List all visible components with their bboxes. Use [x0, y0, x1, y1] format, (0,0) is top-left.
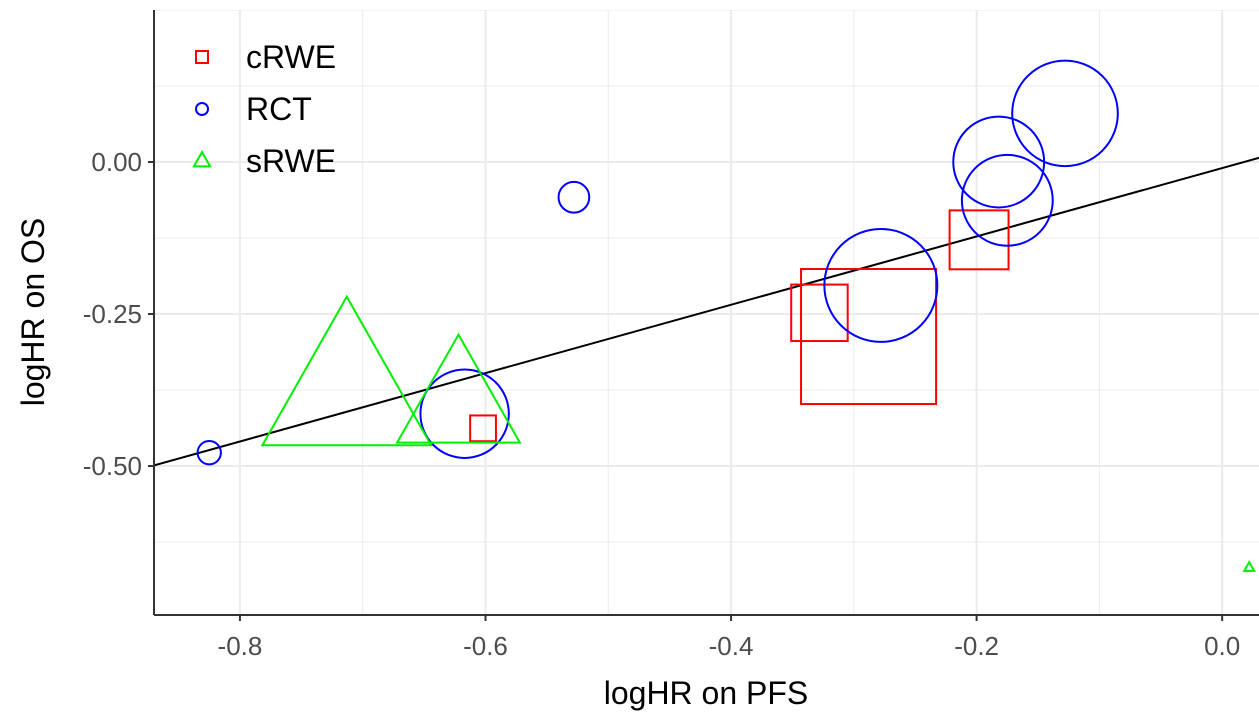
x-tick-label: 0.0 [1204, 631, 1240, 661]
x-tick-label: -0.8 [218, 631, 263, 661]
gridlines [154, 10, 1259, 615]
srwe-point [260, 294, 433, 447]
legend-label-crwe: cRWE [246, 39, 336, 75]
legend-symbol-rct [195, 102, 209, 116]
crwe-point [790, 283, 849, 343]
legend-label-srwe: sRWE [246, 143, 336, 179]
x-tick-label: -0.2 [954, 631, 999, 661]
legend-key-srwe [192, 150, 212, 168]
rct-point [1011, 59, 1119, 168]
y-tick-label: 0.00 [91, 147, 142, 177]
legend-label-rct: RCT [246, 91, 312, 127]
legend-symbol-srwe [192, 150, 212, 168]
rct-point [960, 153, 1054, 247]
y-tick-label: -0.25 [83, 299, 142, 329]
tick-labels: -0.8 -0.6 -0.4 -0.2 0.0 0.00 -0.25 -0.50 [83, 147, 1241, 661]
rct-point [952, 115, 1046, 209]
legend: cRWE RCT sRWE [192, 39, 336, 179]
x-tick-label: -0.6 [463, 631, 508, 661]
y-axis-title: logHR on OS [15, 218, 51, 407]
axes [153, 10, 1259, 616]
rct-point [419, 368, 510, 459]
legend-key-rct [195, 102, 209, 116]
legend-symbol-crwe [195, 50, 209, 64]
y-tick-label: -0.50 [83, 451, 142, 481]
rct-point [557, 180, 591, 214]
x-axis-title: logHR on PFS [604, 675, 809, 711]
srwe-point [395, 332, 522, 444]
regression-line [154, 156, 1259, 467]
points-layer [196, 59, 1256, 572]
legend-key-crwe [195, 50, 209, 64]
crwe-point [800, 267, 938, 406]
srwe-point [1242, 560, 1256, 572]
crwe-point [948, 209, 1010, 271]
x-tick-label: -0.4 [709, 631, 754, 661]
regression-line-layer [154, 156, 1259, 467]
rct-point [823, 227, 939, 343]
rct-point [196, 439, 222, 466]
crwe-point [469, 414, 497, 443]
